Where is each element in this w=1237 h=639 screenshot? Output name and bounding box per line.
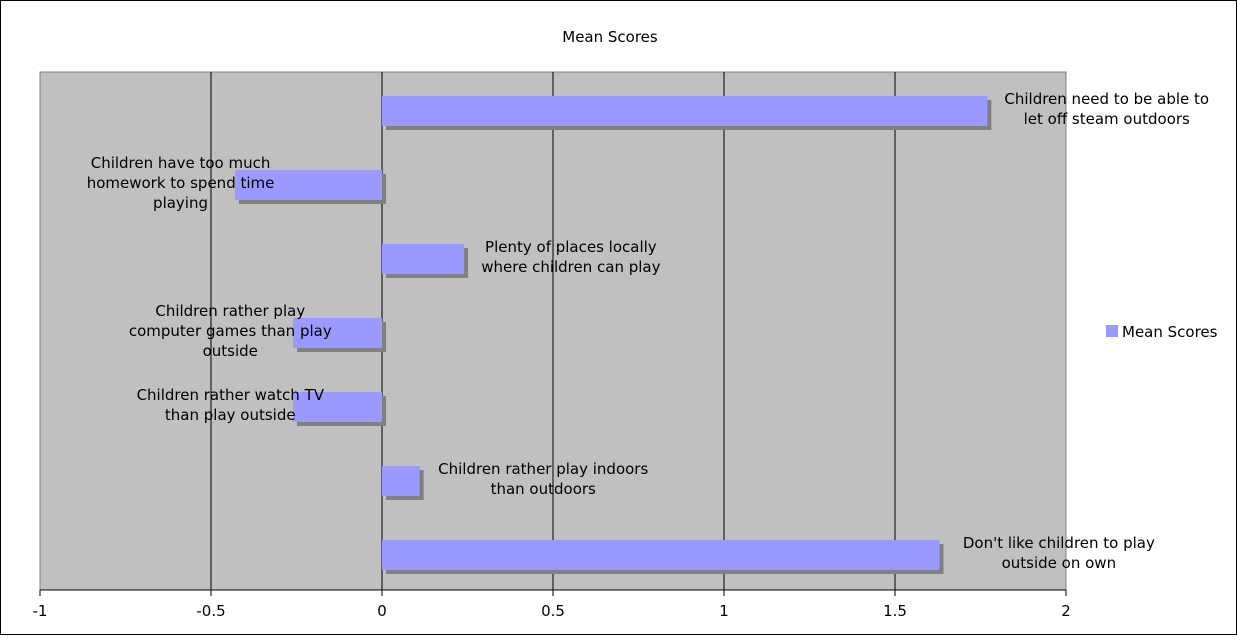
- bar-category-label-line: playing: [153, 194, 208, 212]
- bar-category-label: Children rather play indoors than outdoor…: [438, 460, 648, 498]
- bar-category-label-line: outside on own: [1002, 554, 1116, 572]
- bar: [293, 318, 382, 348]
- bar-category-label-line: computer games than play: [129, 322, 332, 340]
- bar-category-label-line: Children rather watch TV: [137, 386, 325, 404]
- bar: [382, 540, 940, 570]
- bar-category-label-line: homework to spend time: [87, 174, 275, 192]
- chart-title: Mean Scores: [562, 28, 658, 46]
- x-tick-label: 0.5: [541, 602, 565, 620]
- bar: [234, 170, 382, 200]
- plot-area: -1 -0.5 0 0.5 1 1.5 2 Children need to be able …: [33, 71, 1209, 620]
- bar-category-label-line: outside: [203, 342, 258, 360]
- bar-category-label-line: than play outside: [165, 406, 296, 424]
- bar: [382, 96, 988, 126]
- bar-category-label-line: Children have too much: [91, 154, 271, 172]
- bar: [293, 392, 382, 422]
- bar-category-label-line: Children rather play: [155, 302, 305, 320]
- bar-category-label-line: Children rather play indoors: [438, 460, 648, 478]
- bar-category-label: Plenty of places locally where children c…: [481, 238, 660, 276]
- x-tick-label: 2: [1061, 602, 1071, 620]
- bar-category-label-line: let off steam outdoors: [1024, 110, 1190, 128]
- bar-category-label-line: than outdoors: [491, 480, 596, 498]
- legend-swatch: [1106, 325, 1118, 337]
- bar-category-label-line: where children can play: [481, 258, 660, 276]
- bar: [382, 466, 420, 496]
- x-tick-label: -0.5: [196, 602, 225, 620]
- bar-category-label: Children have too much homework to spend …: [87, 154, 275, 212]
- legend: Mean Scores: [1106, 323, 1218, 341]
- x-tick-label: -1: [33, 602, 48, 620]
- x-tick-label: 0: [377, 602, 387, 620]
- bar-category-label: Children rather watch TV than play outsid…: [137, 386, 325, 424]
- legend-label: Mean Scores: [1122, 323, 1218, 341]
- bar-category-label: Children need to be able to let off steam…: [1004, 90, 1209, 128]
- bar-category-label: Don't like children to play outside on ow…: [963, 534, 1155, 572]
- bar-category-label-line: Children need to be able to: [1004, 90, 1209, 108]
- bar-category-label-line: Don't like children to play: [963, 534, 1155, 552]
- bar-category-label: Children rather play computer games than …: [129, 302, 332, 360]
- x-tick-label: 1: [719, 602, 729, 620]
- bar-category-label-line: Plenty of places locally: [485, 238, 657, 256]
- x-tick-label: 1.5: [883, 602, 907, 620]
- bar: [382, 244, 465, 274]
